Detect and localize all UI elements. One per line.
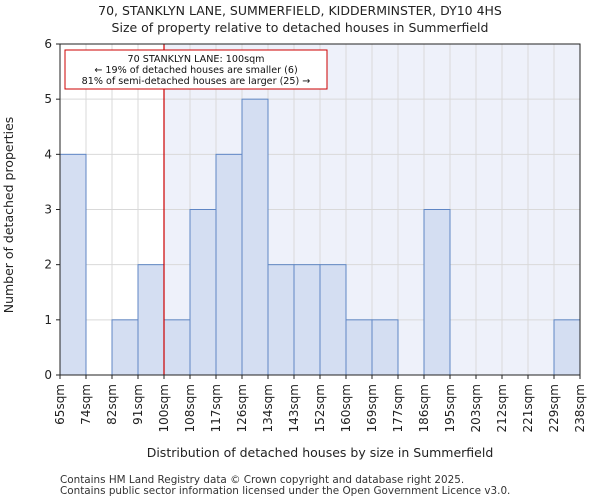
histogram-bar — [423, 209, 451, 376]
annotation-box — [64, 49, 328, 90]
x-tick-label: 82sqm — [105, 384, 119, 425]
histogram-bar — [137, 264, 165, 376]
histogram-bar — [59, 153, 87, 376]
x-tick-label: 238sqm — [573, 384, 587, 432]
histogram-bar — [111, 319, 139, 376]
x-tick-label: 152sqm — [313, 384, 327, 432]
x-tick-label: 74sqm — [79, 384, 93, 425]
chart-title-line2: Size of property relative to detached ho… — [111, 20, 489, 35]
y-tick-label: 6 — [44, 37, 52, 51]
y-tick-label: 3 — [44, 203, 52, 217]
annotation-line3: 81% of semi-detached houses are larger (… — [82, 76, 311, 87]
x-tick-label: 100sqm — [157, 384, 171, 432]
x-tick-label: 169sqm — [365, 384, 379, 432]
histogram-bar — [267, 264, 295, 376]
x-tick-label: 203sqm — [469, 384, 483, 432]
x-tick-label: 160sqm — [339, 384, 353, 432]
histogram-bar — [293, 264, 321, 376]
footer-licence: Contains public sector information licen… — [60, 485, 511, 497]
histogram-bar — [319, 264, 347, 376]
histogram-bar — [553, 319, 581, 376]
x-tick-label: 229sqm — [547, 384, 561, 432]
x-tick-label: 65sqm — [53, 384, 67, 425]
histogram-bar — [163, 319, 191, 376]
x-axis-label: Distribution of detached houses by size … — [147, 445, 494, 460]
x-tick-label: 186sqm — [417, 384, 431, 432]
x-tick-label: 212sqm — [495, 384, 509, 432]
histogram-bar — [371, 319, 399, 376]
y-tick-label: 5 — [44, 92, 52, 106]
x-tick-label: 91sqm — [131, 384, 145, 425]
histogram-bar — [241, 98, 269, 376]
x-tick-label: 195sqm — [443, 384, 457, 432]
x-tick-label: 108sqm — [183, 384, 197, 432]
histogram-bar — [215, 153, 243, 376]
chart-title-line1: 70, STANKLYN LANE, SUMMERFIELD, KIDDERMI… — [98, 3, 502, 18]
y-tick-label: 0 — [44, 368, 52, 382]
x-tick-label: 177sqm — [391, 384, 405, 432]
x-tick-label: 134sqm — [261, 384, 275, 432]
x-tick-label: 117sqm — [209, 384, 223, 432]
annotation-line2: ← 19% of detached houses are smaller (6) — [94, 65, 297, 76]
y-axis-label: Number of detached properties — [1, 117, 16, 314]
y-tick-label: 2 — [44, 258, 52, 272]
y-tick-label: 1 — [44, 313, 52, 327]
histogram-bar — [189, 209, 217, 376]
x-tick-label: 126sqm — [235, 384, 249, 432]
x-tick-label: 221sqm — [521, 384, 535, 432]
footer-copyright: Contains HM Land Registry data © Crown c… — [60, 474, 465, 486]
annotation-line1: 70 STANKLYN LANE: 100sqm — [127, 54, 264, 65]
x-tick-label: 143sqm — [287, 384, 301, 432]
histogram-bar — [345, 319, 373, 376]
y-tick-label: 4 — [44, 147, 52, 161]
